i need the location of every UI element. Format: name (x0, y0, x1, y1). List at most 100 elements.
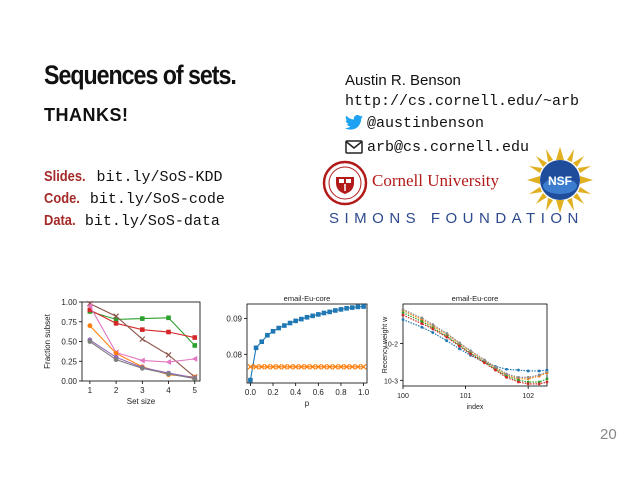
x-axis-label: index (467, 404, 484, 411)
y-tick-label: 0.25 (61, 357, 77, 366)
link-slides-url[interactable]: bit.ly/SoS-KDD (96, 169, 223, 186)
data-point (270, 363, 276, 370)
link-slides-row: Slides. bit.ly/SoS-KDD (44, 166, 225, 188)
data-point (360, 363, 367, 370)
data-point (401, 318, 405, 322)
data-point (355, 363, 361, 370)
nsf-logo-text: NSF (548, 174, 572, 188)
data-point (483, 361, 486, 365)
data-point (192, 376, 198, 382)
data-point (505, 372, 508, 376)
author-name: Austin R. Benson (345, 72, 461, 89)
data-point (87, 307, 93, 313)
data-point (281, 363, 288, 370)
envelope-icon (345, 139, 363, 160)
x-tick-label: 100 (397, 393, 409, 400)
x-tick-label: 0.8 (335, 388, 347, 397)
nsf-logo-icon: NSF (526, 146, 594, 219)
plot-frame (246, 303, 368, 384)
data-point (140, 316, 145, 321)
y-axis-label: Recency weight w (382, 316, 389, 373)
data-point (113, 350, 119, 356)
data-point (537, 373, 541, 377)
data-point (494, 365, 497, 369)
data-point (505, 367, 508, 371)
data-point (344, 306, 349, 311)
data-point (343, 363, 350, 370)
x-tick-label: 102 (522, 393, 534, 400)
data-point (265, 332, 270, 338)
data-point (355, 304, 361, 310)
y-tick-label: 0.75 (61, 318, 77, 327)
slide-title: Sequences of sets. (44, 60, 237, 90)
website-link[interactable]: http://cs.cornell.edu/~arb (345, 93, 580, 110)
data-point (420, 325, 424, 329)
data-point (166, 329, 171, 335)
link-data-label: Data. (44, 212, 76, 229)
data-point (431, 331, 435, 334)
data-point (420, 316, 424, 320)
data-point (299, 316, 304, 322)
data-point (113, 313, 120, 320)
data-point (166, 371, 171, 377)
chart-title: email-Eu-core (284, 294, 331, 303)
data-point (309, 363, 316, 370)
data-point (282, 323, 287, 328)
twitter-handle[interactable]: @austinbenson (367, 115, 485, 132)
thanks-heading: THANKS! (44, 105, 129, 125)
link-code-url[interactable]: bit.ly/SoS-code (89, 191, 225, 208)
data-point (494, 368, 497, 372)
data-point (259, 339, 265, 345)
data-point (431, 327, 435, 331)
y-tick-label: 1.00 (61, 298, 77, 307)
series-line (402, 309, 548, 380)
series-line (402, 308, 548, 379)
data-point (483, 358, 486, 362)
twitter-row: @austinbenson (345, 112, 579, 136)
link-code-label: Code. (44, 190, 80, 207)
email-eu-core-p-chart: email-Eu-core 0.0 0.2 0.4 0.6 0.8 1.0 0.08 0.09 p (226, 294, 369, 408)
series-line (402, 314, 548, 385)
data-point (165, 352, 172, 358)
x-tick-label: 0.6 (313, 388, 325, 397)
data-point (253, 345, 259, 351)
data-point (326, 363, 333, 370)
series-line (402, 319, 548, 372)
link-data-url[interactable]: bit.ly/SoS-data (84, 213, 220, 230)
data-point (113, 321, 119, 326)
data-point (113, 317, 119, 322)
simons-foundation-logo: SIMONS FOUNDATION (329, 210, 584, 227)
series-line (402, 312, 548, 383)
x-tick-label: 101 (460, 393, 472, 400)
data-point (139, 365, 145, 371)
cornell-seal-icon (322, 160, 368, 211)
data-point (247, 363, 254, 370)
data-point (315, 363, 322, 370)
data-point (420, 322, 424, 326)
data-point (310, 313, 315, 319)
data-point (192, 343, 198, 348)
data-point (165, 359, 172, 366)
data-point (420, 320, 424, 323)
y-tick-label: 0.09 (226, 314, 242, 323)
data-point (304, 363, 310, 370)
data-point (445, 335, 449, 339)
data-point (264, 363, 271, 370)
y-tick-label: 10-2 (384, 342, 398, 349)
email-address[interactable]: arb@cs.cornell.edu (367, 139, 530, 156)
data-point (292, 363, 299, 370)
x-tick-label: 0.0 (245, 388, 257, 397)
data-point (401, 311, 405, 314)
x-axis-label: Set size (127, 397, 156, 406)
x-tick-label: 2 (114, 386, 119, 395)
data-point (517, 380, 520, 384)
data-point (86, 302, 93, 309)
data-point (139, 336, 146, 343)
data-point (349, 363, 356, 370)
data-point (248, 377, 253, 383)
data-point (293, 318, 298, 324)
data-point (166, 315, 171, 321)
data-point (526, 376, 530, 379)
data-point (113, 357, 119, 363)
